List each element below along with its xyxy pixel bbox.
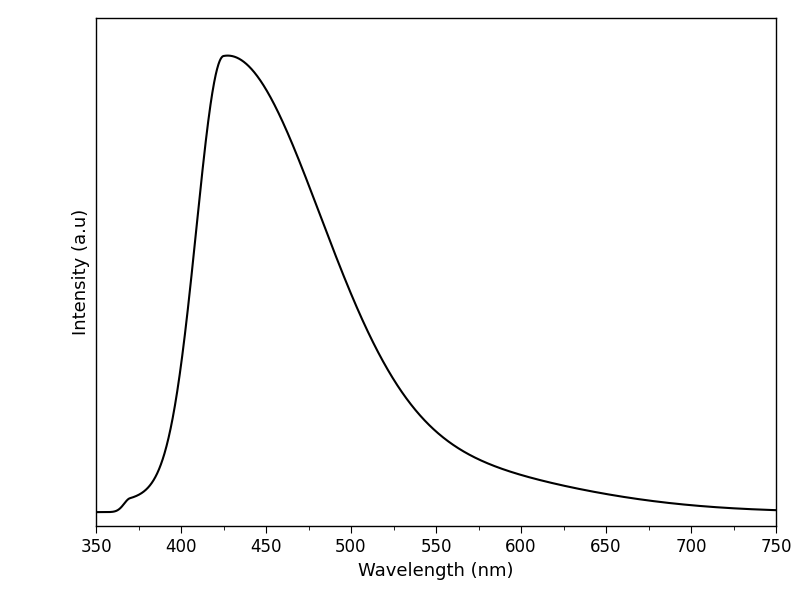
X-axis label: Wavelength (nm): Wavelength (nm)	[358, 562, 514, 579]
Y-axis label: Intensity (a.u): Intensity (a.u)	[73, 209, 90, 335]
